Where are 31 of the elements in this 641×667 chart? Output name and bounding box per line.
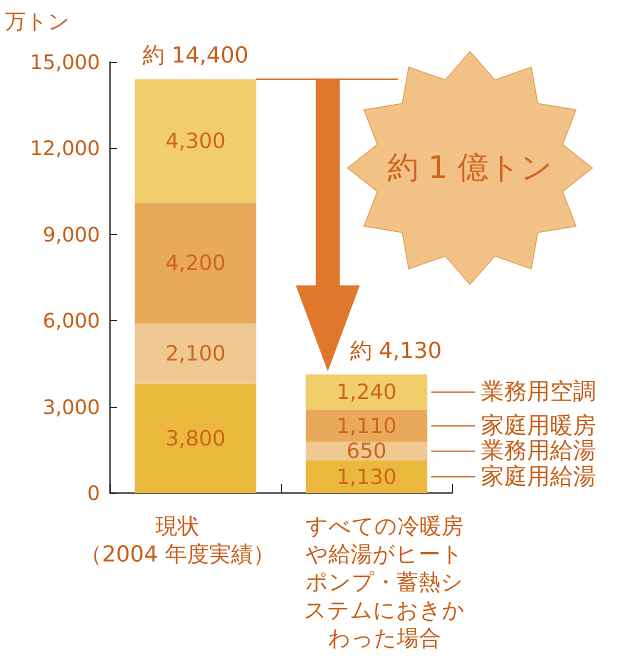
text: 業務用給湯 [481, 438, 596, 464]
y-tick-label: 15,000 [30, 50, 100, 74]
data-label: 1,240 [336, 380, 397, 404]
text: 業務用空調 [481, 379, 596, 406]
bar [134, 384, 256, 493]
data-label: 1,130 [336, 464, 397, 489]
data-label: 2,100 [165, 342, 226, 366]
y-tick-label: 12,000 [30, 136, 100, 160]
bar [134, 202, 256, 324]
bar [306, 460, 428, 493]
bar [134, 79, 256, 203]
text: 家庭用給湯 [481, 464, 596, 490]
y-tick-label: 0 [87, 481, 100, 505]
text: 家庭用暖房 [481, 412, 596, 439]
y-tick-label: 6,000 [42, 308, 100, 333]
total-label: 約 4,130 [350, 338, 442, 364]
data-label: 650 [346, 439, 387, 464]
bar [306, 410, 428, 442]
y-tick-label: 3,000 [42, 394, 100, 419]
data-label: 4,300 [165, 129, 226, 154]
x-tick-label: すべての冷暖房や給湯がヒートポンプ・蓄熱システムにおきかわった場合 [304, 514, 465, 652]
bar [134, 323, 256, 384]
bar [306, 374, 428, 410]
annotation: 約 1 億トン [387, 150, 553, 186]
data-label: 3,800 [165, 426, 226, 450]
data-label: 4,200 [165, 251, 226, 276]
y-tick-label: 9,000 [42, 222, 100, 246]
data-label: 1,110 [336, 414, 397, 438]
x-tick-label: 現状（2004 年度実績） [80, 514, 275, 568]
y-axis-title: 万トン [5, 10, 70, 34]
total-label: 約 14,400 [142, 44, 248, 69]
